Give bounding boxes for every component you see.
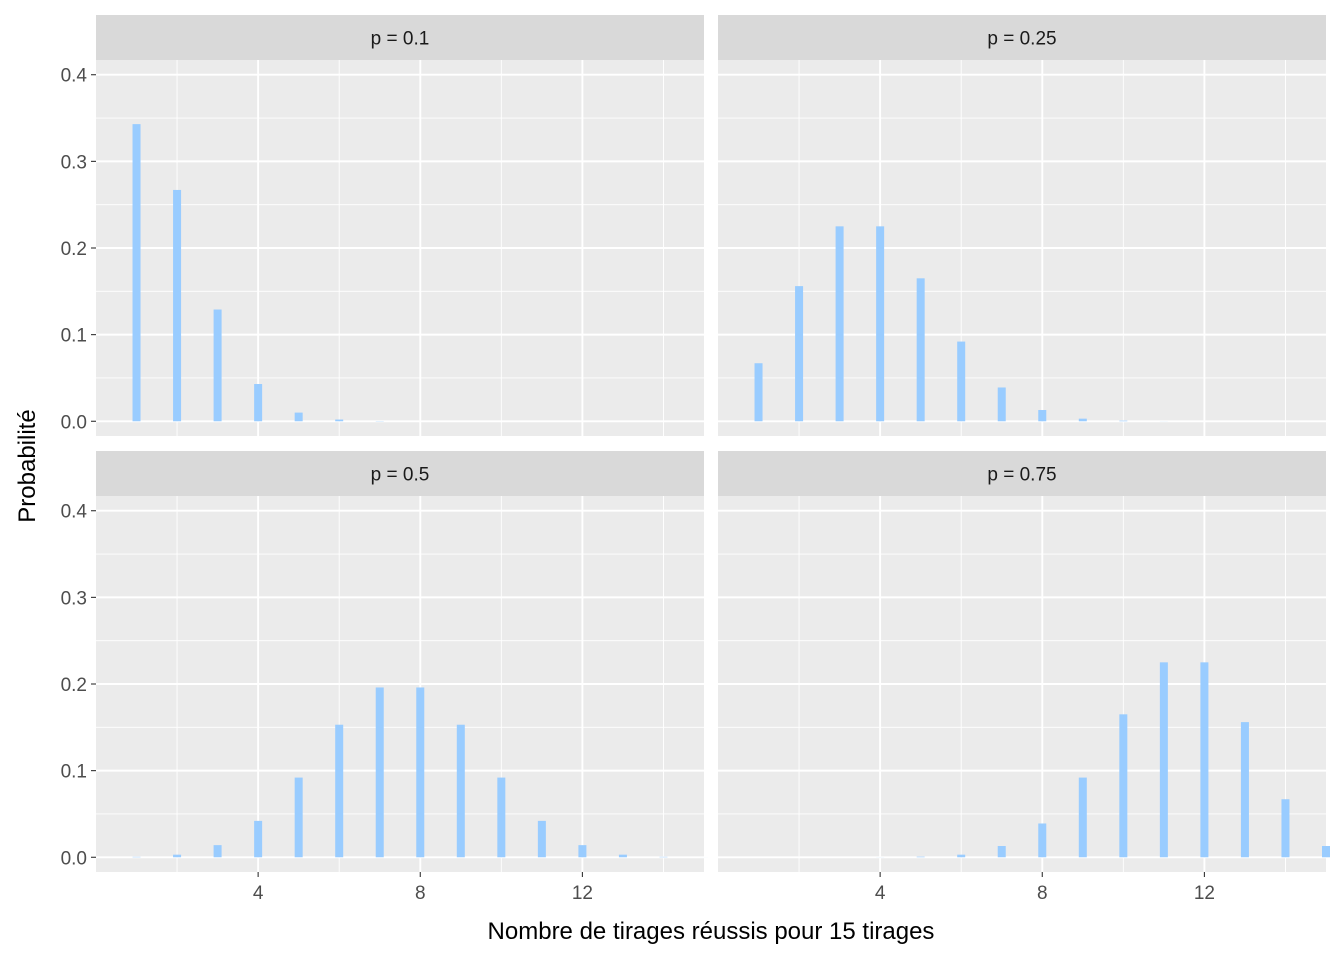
- x-tick-label: 8: [415, 883, 426, 904]
- bar-p2-x1: [755, 363, 763, 421]
- facet-strip-label: p = 0.75: [987, 465, 1056, 486]
- bar-p4-x12: [1200, 662, 1208, 857]
- bar-p2-x6: [957, 342, 965, 422]
- x-tick-label: 8: [1037, 883, 1048, 904]
- bar-p3-x2: [173, 855, 181, 858]
- x-tick-label: 4: [253, 883, 264, 904]
- bar-p4-x6: [957, 855, 965, 858]
- bar-p3-x7: [376, 687, 384, 857]
- bar-p2-x10: [1119, 421, 1127, 422]
- bar-p3-x4: [254, 821, 262, 857]
- y-tick-label: 0.2: [61, 239, 87, 260]
- bar-p3-x8: [416, 687, 424, 857]
- y-tick-label: 0.4: [61, 66, 88, 87]
- bar-p2-x9: [1079, 419, 1087, 422]
- bar-p2-x4: [876, 226, 884, 421]
- y-tick-label: 0.0: [61, 848, 87, 869]
- x-tick-label: 12: [1194, 883, 1215, 904]
- y-tick-label: 0.1: [61, 326, 87, 347]
- y-tick-label: 0.2: [61, 675, 87, 696]
- facet-panel-3: p = 0.5 0.0 0.1 0.2 0.3 0.4 4 8 12: [61, 451, 708, 904]
- y-tick-label: 0.0: [61, 412, 87, 433]
- bar-p2-x7: [998, 387, 1006, 421]
- bar-p4-x14: [1281, 799, 1289, 857]
- bar-p4-x9: [1079, 778, 1087, 858]
- facet-strip-label: p = 0.1: [371, 29, 430, 50]
- bar-p3-x12: [578, 845, 586, 857]
- y-axis-title: Probabilité: [14, 409, 41, 522]
- bar-p2-x2: [795, 286, 803, 421]
- facet-panel-4: p = 0.75 4 8 12: [718, 451, 1330, 904]
- bar-p1-x3: [214, 310, 222, 422]
- facet-panel-2: p = 0.25: [718, 15, 1326, 436]
- x-tick-label: 12: [572, 883, 593, 904]
- facet-strip-label: p = 0.5: [371, 465, 430, 486]
- bar-p1-x6: [335, 420, 343, 422]
- bar-p3-x9: [457, 725, 465, 858]
- x-tick-label: 4: [875, 883, 886, 904]
- bar-p4-x15: [1322, 846, 1330, 857]
- bar-p1-x4: [254, 384, 262, 421]
- y-tick-label: 0.3: [61, 152, 87, 173]
- bar-p4-x13: [1241, 722, 1249, 857]
- bar-p3-x5: [295, 778, 303, 858]
- bar-p3-x3: [214, 845, 222, 857]
- bar-p4-x5: [917, 857, 925, 858]
- bar-p4-x8: [1038, 823, 1046, 857]
- facet-panel-1: p = 0.1 0.0 0.1 0.2 0.3 0.4: [61, 15, 704, 436]
- bar-p2-x8: [1038, 410, 1046, 421]
- bar-p2-x3: [836, 226, 844, 421]
- bar-p1-x5: [295, 413, 303, 422]
- bar-p3-x11: [538, 821, 546, 857]
- bar-p4-x7: [998, 846, 1006, 857]
- y-tick-label: 0.4: [61, 502, 88, 523]
- bar-p1-x1: [133, 124, 141, 421]
- bar-p3-x13: [619, 855, 627, 858]
- x-axis-title: Nombre de tirages réussis pour 15 tirage…: [488, 918, 935, 945]
- bar-p3-x10: [497, 778, 505, 858]
- bar-p3-x6: [335, 725, 343, 858]
- bar-p4-x10: [1119, 714, 1127, 857]
- bar-p2-x5: [917, 278, 925, 421]
- bar-p4-x11: [1160, 662, 1168, 857]
- bar-p1-x2: [173, 190, 181, 421]
- y-tick-label: 0.3: [61, 588, 87, 609]
- facet-strip-label: p = 0.25: [987, 29, 1056, 50]
- y-tick-label: 0.1: [61, 762, 87, 783]
